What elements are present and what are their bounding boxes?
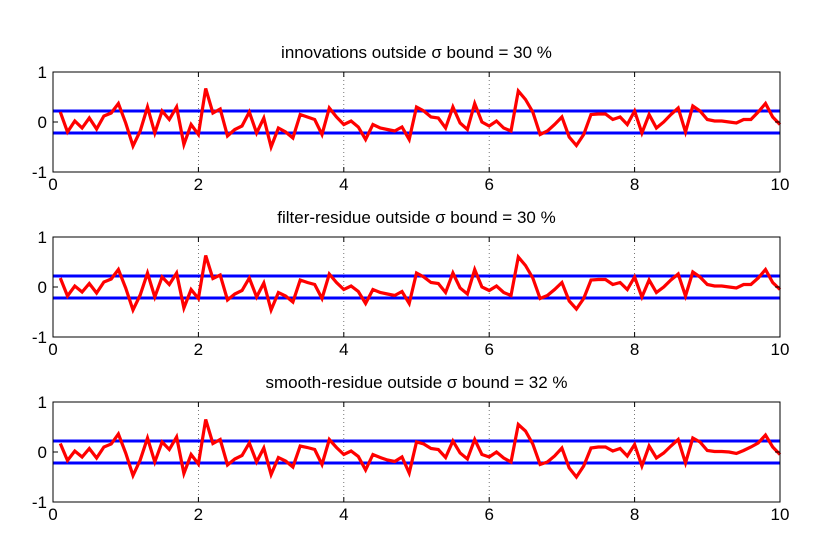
axes-box (52, 236, 781, 338)
y-tick-label: -1 (32, 328, 47, 347)
x-tick-label: 0 (48, 505, 57, 524)
y-tick-label: 1 (38, 228, 47, 247)
x-tick-label: 8 (630, 340, 639, 359)
y-tick-label: -1 (32, 493, 47, 512)
y-tick-label: 1 (38, 393, 47, 412)
x-tick-label: 4 (339, 505, 348, 524)
y-tick-label: 0 (38, 113, 47, 132)
subplot-3: smooth-residue outside σ bound = 32 % 0 2 4… (32, 373, 790, 524)
series-line (58, 419, 782, 480)
subplot-2: filter-residue outside σ bound = 30 % 0 2 4… (32, 208, 790, 359)
x-tick-label: 2 (194, 175, 203, 194)
x-tick-label: 6 (484, 340, 493, 359)
x-tick-label: 4 (339, 175, 348, 194)
subplot-1: innovations outside σ bound = 30 % 0 2 4 6 8 1… (32, 43, 790, 194)
x-tick-label: 10 (771, 505, 790, 524)
series-line (58, 253, 782, 315)
x-tick-label: 8 (630, 505, 639, 524)
y-tick-label: 1 (38, 63, 47, 82)
x-tick-label: 6 (484, 175, 493, 194)
x-tick-label: 0 (48, 175, 57, 194)
subplot-title: innovations outside σ bound = 30 % (281, 43, 552, 62)
axes-box (52, 401, 781, 503)
x-tick-label: 6 (484, 505, 493, 524)
x-tick-label: 2 (194, 340, 203, 359)
y-tick-label: 0 (38, 443, 47, 462)
x-tick-label: 2 (194, 505, 203, 524)
series-line (58, 87, 782, 153)
y-tick-label: 0 (38, 278, 47, 297)
subplot-title: smooth-residue outside σ bound = 32 % (265, 373, 567, 392)
axes-box (52, 71, 781, 173)
y-tick-label: -1 (32, 163, 47, 182)
x-tick-label: 4 (339, 340, 348, 359)
x-tick-label: 10 (771, 175, 790, 194)
x-tick-label: 0 (48, 340, 57, 359)
x-tick-label: 8 (630, 175, 639, 194)
x-tick-label: 10 (771, 340, 790, 359)
subplot-title: filter-residue outside σ bound = 30 % (277, 208, 555, 227)
